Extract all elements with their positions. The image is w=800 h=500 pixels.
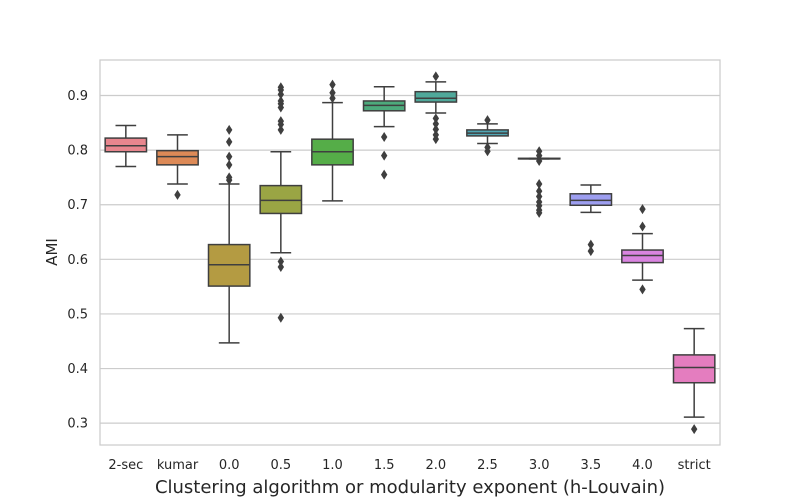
box-group-kumar bbox=[156, 134, 199, 200]
outlier-point bbox=[535, 146, 543, 157]
outlier-point bbox=[432, 129, 440, 140]
x-tick-label: 0.5 bbox=[270, 458, 291, 473]
outlier-point bbox=[535, 156, 543, 167]
outlier-point bbox=[277, 116, 285, 127]
outlier-point bbox=[587, 239, 595, 250]
y-tick-label: 0.9 bbox=[67, 89, 88, 104]
outlier-point bbox=[639, 284, 646, 295]
x-tick-label: 4.0 bbox=[632, 458, 653, 473]
y-tick-label: 0.3 bbox=[67, 417, 88, 432]
y-tick-label: 0.6 bbox=[67, 253, 88, 268]
box-group-strict bbox=[672, 327, 716, 435]
box bbox=[156, 149, 199, 166]
x-tick-labels: 2-sec kumar 0.0 0.5 1.0 1.5 2.0 2.5 3.0 3.5 4.0 str… bbox=[108, 458, 710, 473]
y-axis-label: AMI bbox=[43, 238, 61, 266]
outlier-point bbox=[277, 256, 285, 267]
outlier-point bbox=[432, 118, 440, 129]
x-tick-label: strict bbox=[678, 458, 711, 473]
x-tick-label: 2-sec bbox=[108, 458, 143, 473]
outlier-point bbox=[277, 82, 285, 93]
outlier-point bbox=[329, 93, 336, 104]
outlier-point bbox=[380, 150, 388, 161]
box-group-2-sec bbox=[104, 124, 148, 168]
y-tick-label: 0.5 bbox=[67, 307, 88, 322]
box bbox=[259, 184, 303, 215]
x-tick-label: 0.0 bbox=[219, 458, 240, 473]
outlier-point bbox=[432, 113, 440, 124]
box-group-2.5 bbox=[466, 115, 509, 157]
box-group-3.5 bbox=[569, 184, 613, 257]
box-group-0.0 bbox=[207, 124, 251, 344]
outlier-point bbox=[225, 159, 233, 170]
x-tick-label: 3.0 bbox=[529, 458, 550, 473]
outlier-point bbox=[535, 196, 543, 207]
x-tick-label: kumar bbox=[157, 458, 199, 473]
box bbox=[672, 354, 716, 384]
box bbox=[414, 90, 458, 103]
plot-area bbox=[100, 60, 720, 445]
outlier-point bbox=[380, 132, 388, 142]
plot-frame bbox=[99, 59, 721, 446]
outlier-point bbox=[484, 115, 491, 126]
y-tick-labels: 0.3 0.4 0.5 0.6 0.7 0.8 0.9 bbox=[67, 89, 88, 432]
outlier-point bbox=[535, 191, 543, 202]
boxes bbox=[104, 71, 716, 435]
box bbox=[569, 193, 613, 207]
box-group-1.5 bbox=[362, 86, 406, 180]
outlier-point bbox=[225, 124, 233, 135]
outlier-point bbox=[329, 79, 336, 90]
box-group-0.5 bbox=[259, 82, 303, 323]
outlier-point bbox=[174, 189, 181, 200]
x-tick-label: 1.0 bbox=[322, 458, 343, 473]
outlier-point bbox=[535, 178, 543, 189]
box bbox=[104, 137, 148, 153]
y-tick-label: 0.7 bbox=[67, 198, 88, 213]
x-tick-label: 1.5 bbox=[374, 458, 395, 473]
y-tick-label: 0.4 bbox=[67, 362, 88, 377]
outlier-point bbox=[225, 151, 233, 162]
box-group-1.0 bbox=[311, 79, 354, 202]
outlier-point bbox=[329, 87, 336, 98]
outlier-point bbox=[432, 124, 440, 135]
outlier-point bbox=[277, 312, 285, 323]
outlier-point bbox=[432, 71, 440, 82]
y-tick-label: 0.8 bbox=[67, 144, 88, 159]
box-group-2.0 bbox=[414, 71, 458, 145]
box-group-3.0 bbox=[517, 146, 561, 218]
outlier-point bbox=[639, 204, 646, 215]
outlier-point bbox=[277, 261, 285, 272]
outlier-point bbox=[225, 136, 233, 147]
outlier-point bbox=[690, 424, 698, 435]
outlier-point bbox=[587, 246, 595, 257]
box-group-4.0 bbox=[621, 204, 664, 295]
outlier-point bbox=[225, 172, 233, 183]
outlier-point bbox=[380, 169, 388, 180]
x-axis-label: Clustering algorithm or modularity expon… bbox=[155, 477, 665, 498]
x-tick-label: 2.0 bbox=[425, 458, 446, 473]
gridlines bbox=[100, 94, 720, 424]
outlier-point bbox=[535, 186, 543, 197]
outlier-point bbox=[277, 95, 285, 106]
x-tick-label: 2.5 bbox=[477, 458, 498, 473]
outlier-point bbox=[277, 124, 285, 135]
x-tick-label: 3.5 bbox=[580, 458, 601, 473]
box bbox=[621, 249, 664, 264]
outlier-point bbox=[484, 142, 491, 153]
outlier-point bbox=[639, 221, 646, 232]
